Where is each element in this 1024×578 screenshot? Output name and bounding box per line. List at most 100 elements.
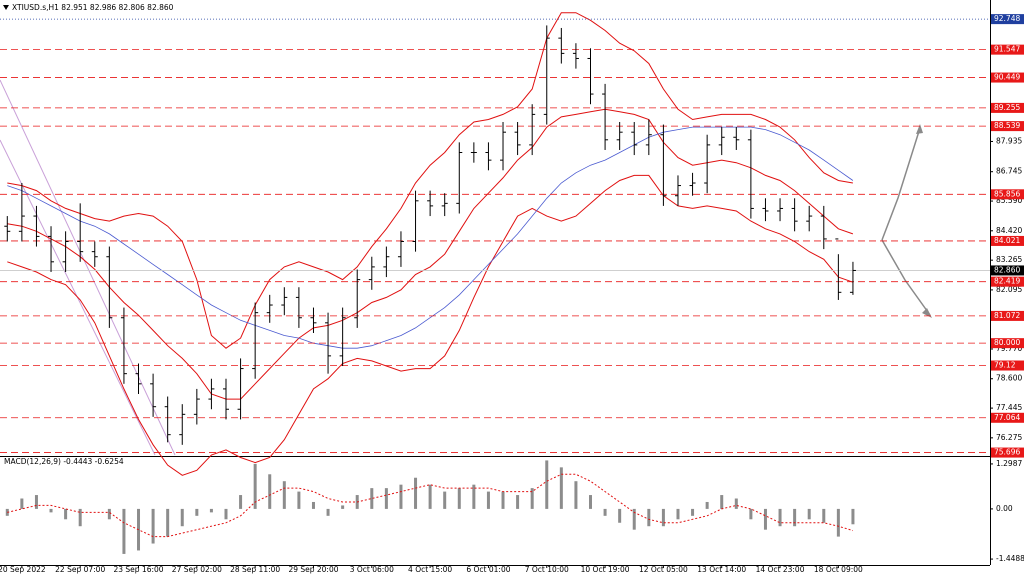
x-tick-label: 22 Sep 07:00 bbox=[55, 565, 105, 574]
histogram-bar bbox=[647, 508, 651, 527]
arrow-head bbox=[916, 124, 923, 134]
top-level-label: 92.748 bbox=[994, 14, 1020, 23]
histogram-bar bbox=[676, 508, 680, 520]
histogram-bar bbox=[414, 477, 418, 509]
histogram-bar bbox=[763, 508, 767, 530]
histogram-bar bbox=[370, 488, 374, 509]
level-label: 80.000 bbox=[994, 338, 1020, 347]
y-tick-label: -1.4488 bbox=[996, 554, 1024, 563]
x-tick-label: 28 Sep 11:00 bbox=[230, 565, 280, 574]
projection-arrow bbox=[881, 239, 931, 316]
band-middle bbox=[7, 108, 854, 400]
histogram-bar bbox=[195, 508, 199, 516]
histogram-bar bbox=[107, 508, 111, 520]
y-tick-label: 78.600 bbox=[996, 374, 1022, 383]
last-price-box bbox=[991, 265, 1024, 276]
histogram-bar bbox=[691, 508, 695, 516]
level-box bbox=[991, 447, 1024, 458]
histogram-bar bbox=[34, 495, 38, 509]
x-tick-label: 4 Oct 15:00 bbox=[408, 565, 452, 574]
histogram-bar bbox=[807, 508, 811, 520]
x-tick-label: 10 Oct 19:00 bbox=[581, 565, 630, 574]
histogram-bar bbox=[49, 508, 53, 513]
histogram-bar bbox=[443, 491, 447, 509]
last-price-label: 82.860 bbox=[994, 265, 1020, 274]
histogram-bar bbox=[166, 508, 170, 537]
level-label: 82.419 bbox=[994, 277, 1020, 286]
histogram-bar bbox=[253, 463, 257, 509]
histogram-bar bbox=[311, 501, 315, 509]
histogram-bar bbox=[268, 474, 272, 509]
histogram-bar bbox=[661, 508, 665, 527]
x-tick-label: 18 Oct 09:00 bbox=[814, 565, 863, 574]
histogram-bar bbox=[705, 501, 709, 509]
histogram-bar bbox=[516, 495, 520, 509]
histogram-bar bbox=[618, 508, 622, 523]
histogram-bar bbox=[282, 481, 286, 509]
x-tick-label: 12 Oct 05:00 bbox=[639, 565, 688, 574]
y-tick-label: 85.590 bbox=[996, 196, 1022, 205]
histogram-bar bbox=[778, 508, 782, 527]
trend-line bbox=[0, 79, 176, 456]
level-label: 85.856 bbox=[994, 189, 1020, 198]
histogram-bar bbox=[180, 508, 184, 527]
x-tick-label: 20 Sep 2022 bbox=[0, 565, 46, 574]
y-tick-label: 83.265 bbox=[996, 255, 1022, 264]
level-label: 84.021 bbox=[994, 236, 1020, 245]
histogram-bar bbox=[64, 508, 68, 520]
indicator-title: MACD(12,26,9) -0.4443 -0.6254 bbox=[4, 457, 124, 466]
x-tick-label: 6 Oct 01:00 bbox=[466, 565, 510, 574]
x-tick-label: 27 Sep 02:00 bbox=[172, 565, 222, 574]
histogram-bar bbox=[851, 508, 855, 525]
y-tick-label: 1.2987 bbox=[996, 459, 1022, 468]
histogram-bar bbox=[734, 498, 738, 509]
histogram-bar bbox=[559, 467, 563, 509]
level-label: 79.12 bbox=[994, 361, 1016, 370]
histogram-bar bbox=[399, 484, 403, 509]
histogram-bar bbox=[224, 508, 228, 520]
level-box bbox=[991, 276, 1024, 287]
y-tick-label: 0.00 bbox=[996, 504, 1013, 513]
y-tick-label: 86.745 bbox=[996, 167, 1022, 176]
level-box bbox=[991, 310, 1024, 321]
moving-average bbox=[7, 126, 854, 349]
level-box bbox=[991, 189, 1024, 200]
histogram-bar bbox=[749, 508, 753, 520]
level-box bbox=[991, 235, 1024, 246]
level-label: 89.255 bbox=[994, 103, 1020, 112]
histogram-bar bbox=[297, 491, 301, 509]
histogram-bar bbox=[209, 508, 213, 513]
level-label: 91.547 bbox=[994, 45, 1020, 54]
level-label: 88.539 bbox=[994, 121, 1020, 130]
arrow-head bbox=[922, 308, 932, 318]
level-box bbox=[991, 72, 1024, 83]
x-tick-label: 23 Sep 16:00 bbox=[113, 565, 163, 574]
symbol-menu-icon[interactable] bbox=[3, 5, 9, 10]
histogram-bar bbox=[20, 498, 24, 509]
histogram-bar bbox=[530, 488, 534, 509]
y-tick-label: 84.420 bbox=[996, 226, 1022, 235]
y-tick-label: 82.095 bbox=[996, 285, 1022, 294]
y-tick-label: 87.935 bbox=[996, 136, 1022, 145]
level-box bbox=[991, 44, 1024, 55]
band-lower bbox=[7, 174, 854, 476]
histogram-bar bbox=[589, 495, 593, 509]
band-upper bbox=[7, 12, 853, 349]
x-tick-label: 7 Oct 10:00 bbox=[525, 565, 569, 574]
histogram-bar bbox=[501, 491, 505, 509]
level-label: 75.696 bbox=[994, 448, 1020, 457]
histogram-bar bbox=[122, 508, 126, 554]
histogram-bar bbox=[545, 460, 549, 509]
signal-line bbox=[7, 473, 854, 538]
histogram-bar bbox=[632, 508, 636, 530]
histogram-bar bbox=[341, 505, 345, 509]
level-box bbox=[991, 102, 1024, 113]
histogram-bar bbox=[603, 508, 607, 516]
histogram-bar bbox=[239, 495, 243, 509]
level-label: 90.449 bbox=[994, 73, 1020, 82]
x-tick-label: 29 Sep 20:00 bbox=[288, 565, 338, 574]
level-label: 77.064 bbox=[994, 413, 1020, 422]
